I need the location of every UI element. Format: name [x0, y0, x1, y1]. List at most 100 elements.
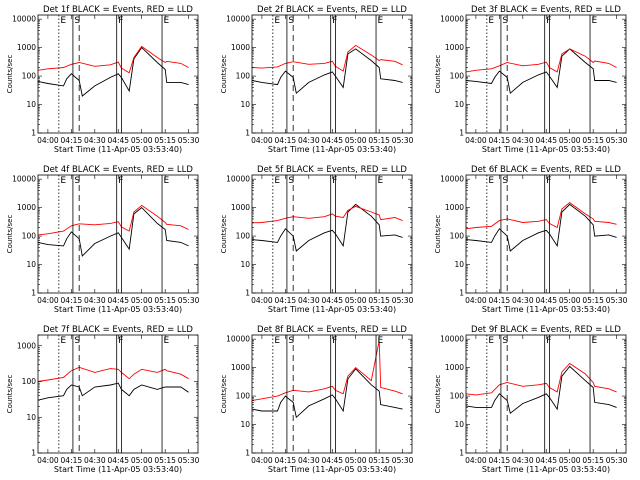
series-lld-line: [251, 44, 403, 72]
flag-label: F: [546, 16, 551, 26]
series-events-line: [37, 46, 189, 97]
flag-label: S: [288, 176, 294, 186]
x-tick-label: 04:45: [535, 136, 557, 145]
y-tick-label: 10: [240, 420, 250, 429]
series-lld-line: [465, 48, 617, 73]
x-tick-label: 04:00: [465, 456, 487, 465]
flag-label: S: [74, 16, 80, 26]
panel-title: Det 5f BLACK = Events, RED = LLD: [257, 165, 407, 175]
y-axis-label: Counts/sec: [6, 55, 14, 94]
y-tick-label: 10: [454, 420, 464, 429]
flag-label: E: [164, 16, 170, 26]
x-tick-label: 04:15: [489, 136, 511, 145]
series-events-line: [465, 203, 617, 252]
x-tick-label: 05:15: [368, 296, 390, 305]
x-tick-label: 05:30: [178, 136, 200, 145]
y-tick-label: 1000: [445, 203, 464, 212]
y-axis-label: Counts/sec: [220, 215, 228, 254]
y-tick-label: 100: [450, 392, 465, 401]
x-tick-label: 05:30: [606, 456, 628, 465]
flag-label: E: [488, 16, 494, 26]
y-tick-label: 10000: [12, 15, 36, 24]
panel-title: Det 6f BLACK = Events, RED = LLD: [471, 165, 621, 175]
x-tick-label: 05:15: [154, 456, 176, 465]
x-tick-label: 04:15: [61, 296, 83, 305]
x-tick-label: 04:15: [489, 296, 511, 305]
y-axis-label: Counts/sec: [434, 215, 442, 254]
y-tick-label: 100: [450, 232, 465, 241]
x-tick-label: 04:45: [535, 456, 557, 465]
y-tick-label: 1: [245, 129, 250, 138]
y-tick-label: 10000: [12, 175, 36, 184]
x-tick-label: 04:15: [61, 456, 83, 465]
y-axis-label: Counts/sec: [220, 55, 228, 94]
y-tick-label: 10: [26, 260, 36, 269]
flag-label: S: [74, 176, 80, 186]
y-tick-label: 100: [22, 377, 37, 386]
flag-label: S: [502, 176, 508, 186]
x-tick-label: 04:30: [84, 456, 106, 465]
y-tick-label: 1: [245, 289, 250, 298]
plot-frame: [37, 334, 199, 454]
x-tick-label: 04:00: [37, 296, 59, 305]
x-tick-label: 04:45: [535, 296, 557, 305]
y-tick-label: 100: [450, 72, 465, 81]
y-axis-label: Counts/sec: [220, 375, 228, 414]
flag-label: E: [60, 176, 66, 186]
x-tick-label: 04:30: [298, 296, 320, 305]
flag-label: F: [118, 16, 123, 26]
x-tick-label: 05:00: [131, 296, 153, 305]
x-tick-label: 04:00: [251, 456, 273, 465]
x-axis-label: Start Time (11-Apr-05 03:53:40): [482, 305, 610, 314]
y-tick-label: 10000: [226, 175, 250, 184]
y-tick-label: 100: [236, 232, 251, 241]
x-tick-label: 04:30: [298, 136, 320, 145]
x-tick-label: 04:00: [465, 296, 487, 305]
x-tick-label: 04:15: [275, 136, 297, 145]
flag-label: E: [592, 176, 598, 186]
flag-label: S: [74, 336, 80, 346]
panel-title: Det 7f BLACK = Events, RED = LLD: [43, 325, 193, 335]
x-tick-label: 05:15: [582, 296, 604, 305]
flag-label: E: [274, 336, 280, 346]
flag-label: S: [502, 336, 508, 346]
x-axis-label: Start Time (11-Apr-05 03:53:40): [268, 465, 396, 474]
flag-label: F: [546, 336, 551, 346]
y-tick-label: 10: [454, 100, 464, 109]
flag-label: E: [378, 176, 384, 186]
plot-frame: [37, 174, 199, 294]
flag-label: E: [592, 16, 598, 26]
x-tick-label: 04:45: [321, 456, 343, 465]
x-tick-label: 05:15: [368, 456, 390, 465]
series-lld-line: [37, 45, 189, 74]
x-tick-label: 04:45: [107, 136, 129, 145]
y-tick-label: 10: [240, 260, 250, 269]
flag-label: F: [332, 336, 337, 346]
x-tick-label: 05:00: [559, 456, 581, 465]
x-tick-label: 05:00: [559, 136, 581, 145]
y-tick-label: 1: [459, 289, 464, 298]
x-tick-label: 05:30: [606, 136, 628, 145]
y-tick-label: 1: [459, 129, 464, 138]
y-tick-label: 1: [31, 449, 36, 458]
series-lld-line: [251, 205, 403, 224]
y-tick-label: 10000: [440, 335, 464, 344]
x-tick-label: 05:15: [154, 296, 176, 305]
y-tick-label: 1000: [17, 43, 36, 52]
x-axis-label: Start Time (11-Apr-05 03:53:40): [482, 145, 610, 154]
flag-label: S: [288, 16, 294, 26]
y-tick-label: 100: [236, 72, 251, 81]
x-tick-label: 04:30: [298, 456, 320, 465]
plot-frame: [465, 14, 627, 134]
y-axis-label: Counts/sec: [6, 375, 14, 414]
flag-label: S: [288, 336, 294, 346]
series-lld-line: [37, 204, 189, 236]
series-events-line: [251, 48, 403, 95]
x-tick-label: 04:15: [489, 456, 511, 465]
series-events-line: [465, 48, 617, 95]
x-tick-label: 04:45: [321, 296, 343, 305]
panel-title: Det 8f BLACK = Events, RED = LLD: [257, 325, 407, 335]
